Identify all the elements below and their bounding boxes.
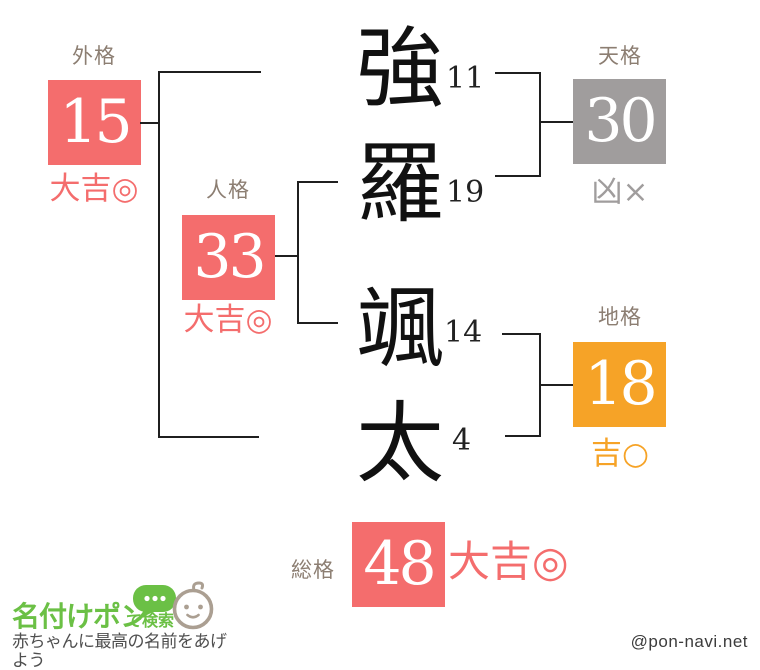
chikaku-value-box: 18	[573, 342, 666, 427]
bracket-line-gaikaku-bottom	[158, 436, 259, 438]
gaikaku-value-box: 15	[48, 80, 141, 165]
bracket-line-jinkaku-bottom	[297, 322, 338, 324]
logo-tagline: 赤ちゃんに最高の名前をあげよう	[12, 632, 227, 670]
bracket-line-tenkaku-top	[495, 72, 541, 74]
logo-text: 名付けポン	[12, 601, 148, 632]
jinkaku-verdict: 大吉◎	[183, 302, 273, 338]
bracket-line-gaikaku-connector	[140, 122, 160, 124]
bracket-line-jinkaku-top	[297, 181, 338, 183]
name-char-1: 強	[355, 17, 444, 120]
baby-face-icon	[170, 581, 218, 636]
soukaku-verdict: 大吉◎	[448, 537, 569, 586]
tenkaku-value-box: 30	[573, 79, 666, 164]
bracket-line-tenkaku-vertical	[539, 72, 541, 177]
bracket-line-jinkaku-vertical	[297, 181, 299, 324]
bracket-line-chikaku-top	[502, 333, 541, 335]
soukaku-value-box: 48	[352, 522, 445, 607]
bracket-line-tenkaku-bottom	[495, 175, 541, 177]
jinkaku-value-box: 33	[182, 215, 275, 300]
site-credit: @pon-navi.net	[630, 632, 748, 651]
stroke-count-3: 14	[444, 315, 483, 350]
bracket-line-tenkaku-connector	[539, 121, 573, 123]
site-logo: 名付けポン で検索 赤ちゃんに最高の名前をあげよう	[10, 581, 240, 670]
jinkaku-label: 人格	[206, 179, 250, 202]
logo-suffix-text: で検索	[126, 613, 175, 630]
bracket-line-chikaku-bottom	[505, 435, 541, 437]
bracket-line-gaikaku-vertical	[158, 71, 160, 438]
name-char-4: 太	[355, 392, 444, 495]
stroke-count-4: 4	[452, 423, 472, 458]
name-char-2: 羅	[355, 132, 444, 235]
bracket-line-jinkaku-connector	[275, 255, 299, 257]
bracket-line-chikaku-connector	[539, 384, 573, 386]
chikaku-label: 地格	[598, 306, 642, 329]
bracket-line-gaikaku-top	[158, 71, 261, 73]
speech-bubble-icon	[132, 584, 178, 625]
gaikaku-verdict: 大吉◎	[49, 171, 139, 207]
stroke-count-1: 11	[446, 61, 485, 96]
gaikaku-label: 外格	[72, 45, 116, 68]
stroke-count-2: 19	[446, 175, 485, 210]
name-char-3: 颯	[355, 277, 444, 380]
tenkaku-label: 天格	[598, 45, 642, 68]
tenkaku-verdict: 凶×	[591, 174, 649, 210]
chikaku-verdict: 吉○	[590, 436, 650, 472]
soukaku-label: 総格	[291, 559, 335, 582]
